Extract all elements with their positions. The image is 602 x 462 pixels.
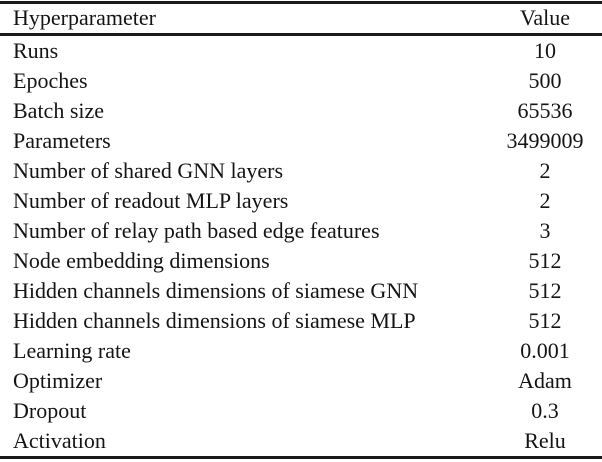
row-name: Dropout bbox=[13, 398, 87, 423]
table-bottom-rule bbox=[0, 456, 602, 459]
row-value: 0.001 bbox=[520, 338, 570, 363]
table-top-rule bbox=[0, 1, 602, 4]
row-value: 10 bbox=[534, 38, 556, 63]
header-value: Value bbox=[519, 5, 571, 31]
row-value: 0.3 bbox=[531, 398, 559, 423]
row-name: Activation bbox=[13, 428, 106, 453]
row-name: Learning rate bbox=[13, 338, 131, 363]
row-value: 500 bbox=[528, 68, 562, 93]
row-value: 3 bbox=[539, 218, 551, 243]
header-hyperparameter: Hyperparameter bbox=[13, 5, 156, 31]
row-name: Parameters bbox=[13, 128, 111, 153]
row-name: Number of relay path based edge features bbox=[13, 218, 380, 243]
table-row: Learning rate 0.001 bbox=[0, 336, 602, 366]
table-row: Parameters 3499009 bbox=[0, 126, 602, 156]
table-row: Number of readout MLP layers 2 bbox=[0, 186, 602, 216]
row-value: 2 bbox=[539, 158, 551, 183]
row-name: Batch size bbox=[13, 98, 105, 123]
table-mid-rule bbox=[0, 33, 602, 36]
table-header-row: Hyperparameter Value bbox=[0, 4, 602, 34]
row-value: 512 bbox=[528, 278, 562, 303]
table-row: Epoches 500 bbox=[0, 66, 602, 96]
table-row: Activation Relu bbox=[0, 426, 602, 456]
table-row: Hidden channels dimensions of siamese ML… bbox=[0, 306, 602, 336]
table-row: Dropout 0.3 bbox=[0, 396, 602, 426]
row-name: Number of shared GNN layers bbox=[13, 158, 284, 183]
table-row: Optimizer Adam bbox=[0, 366, 602, 396]
row-value: 65536 bbox=[517, 98, 573, 123]
row-name: Runs bbox=[13, 38, 59, 63]
row-value: Adam bbox=[518, 368, 572, 393]
row-name: Epoches bbox=[13, 68, 88, 93]
row-value: 3499009 bbox=[506, 128, 584, 153]
table-row: Number of shared GNN layers 2 bbox=[0, 156, 602, 186]
row-name: Hidden channels dimensions of siamese ML… bbox=[13, 308, 416, 333]
row-value: 512 bbox=[528, 308, 562, 333]
row-value: 2 bbox=[539, 188, 551, 213]
row-name: Node embedding dimensions bbox=[13, 248, 270, 273]
table-row: Number of relay path based edge features… bbox=[0, 216, 602, 246]
table-row: Hidden channels dimensions of siamese GN… bbox=[0, 276, 602, 306]
table-row: Runs 10 bbox=[0, 36, 602, 66]
row-name: Optimizer bbox=[13, 368, 103, 393]
table-row: Batch size 65536 bbox=[0, 96, 602, 126]
row-value: Relu bbox=[524, 428, 566, 453]
row-value: 512 bbox=[528, 248, 562, 273]
row-name: Hidden channels dimensions of siamese GN… bbox=[13, 278, 419, 303]
table-row: Node embedding dimensions 512 bbox=[0, 246, 602, 276]
row-name: Number of readout MLP layers bbox=[13, 188, 289, 213]
